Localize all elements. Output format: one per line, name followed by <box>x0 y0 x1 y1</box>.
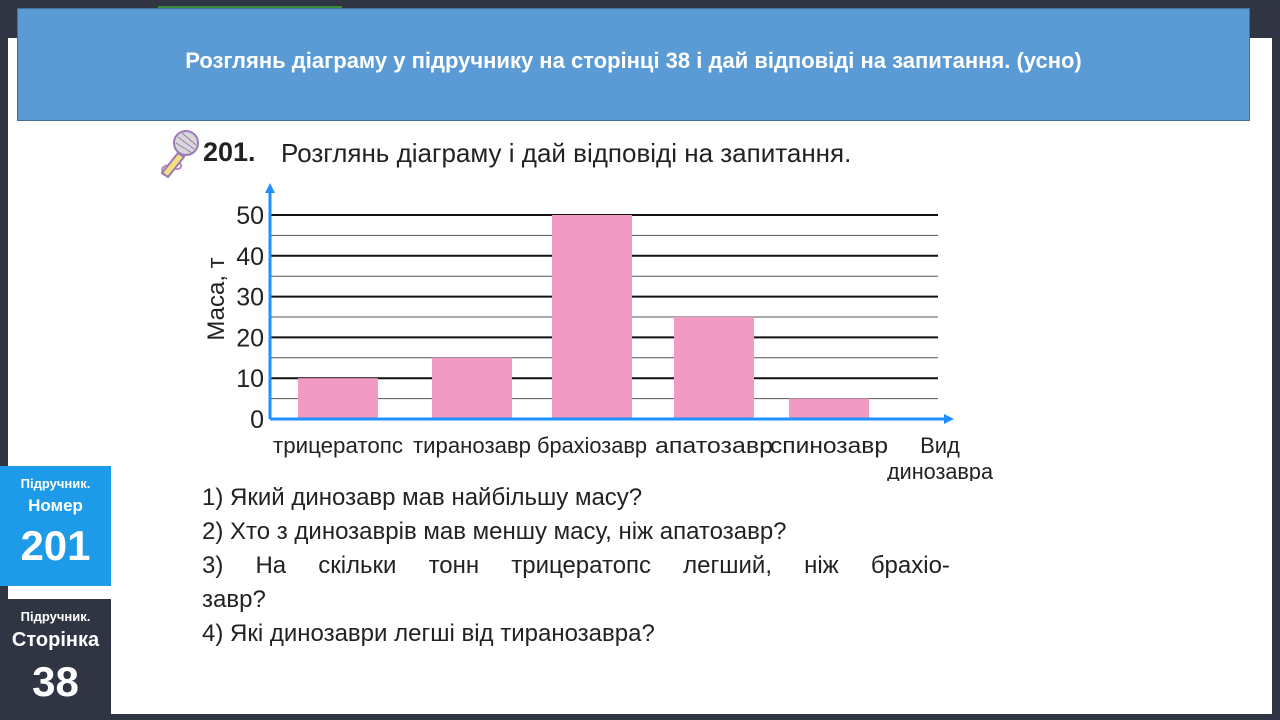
x-tick-label: трицератопс <box>273 433 403 458</box>
textbook-number-badge: Підручник. Номер 201 <box>0 466 111 586</box>
question-2: 2) Хто з динозаврів мав меншу масу, ніж … <box>202 518 787 545</box>
microphone-icon <box>160 130 199 179</box>
bar-трицератопс <box>298 378 378 419</box>
x-axis-arrow-icon <box>944 414 954 424</box>
question-3-word: 3) <box>202 552 224 579</box>
question-3-word: легший, <box>683 552 772 579</box>
bar-брахіозавр <box>552 215 632 419</box>
y-tick-label: 40 <box>236 243 264 271</box>
questions-list: 1) Який динозавр мав найбільшу масу? 2) … <box>202 481 962 651</box>
y-axis-title: Маса, т <box>203 257 230 340</box>
x-tick-label: спинозавр <box>770 433 888 458</box>
question-4: 4) Які динозаври легші від тиранозавра? <box>202 620 655 647</box>
badge-number-sub: Номер <box>28 496 83 515</box>
question-3-word: скільки <box>318 552 397 579</box>
badge-page-value: 38 <box>32 658 79 705</box>
question-1: 1) Який динозавр мав найбільшу масу? <box>202 484 643 511</box>
task-number: 201. <box>203 137 256 167</box>
y-tick-label: 0 <box>250 406 264 434</box>
x-tick-label: апатозавр <box>655 433 773 458</box>
question-3-continuation: завр? <box>202 586 266 613</box>
badge-page-sub: Сторінка <box>11 629 100 651</box>
dinosaur-mass-chart: 0 10 20 30 40 50 трицератопс тиранозавр брахіоза… <box>203 183 994 481</box>
y-tick-label: 50 <box>236 202 264 230</box>
x-axis-title-line-1: Вид <box>920 433 960 458</box>
x-tick-label: тиранозавр <box>413 433 531 458</box>
question-3-word: тонн <box>428 552 480 579</box>
y-axis-arrow-icon <box>265 183 275 193</box>
question-3-word: На <box>255 552 287 579</box>
question-3-word: брахіо- <box>870 552 950 579</box>
question-3-word: ніж <box>804 552 839 579</box>
bar-тиранозавр <box>432 357 512 419</box>
y-tick-label: 20 <box>236 324 264 352</box>
question-3: 3) На скільки тонн трицератопс легший, ніж брах… <box>202 549 950 583</box>
bar-апатозавр <box>674 317 754 419</box>
bar-спинозавр <box>789 398 869 419</box>
x-axis-title-line-2: динозавра <box>887 459 994 481</box>
question-3-word: трицератопс <box>511 552 652 579</box>
task-line: 201. Розглянь діаграму і дай відповіді н… <box>154 123 994 187</box>
badge-number-value: 201 <box>20 522 91 569</box>
header-banner: Розглянь діаграму у підручнику на сторін… <box>17 8 1250 121</box>
header-title: Розглянь діаграму у підручнику на сторін… <box>185 47 1082 73</box>
task-text: Розглянь діаграму і дай відповіді на зап… <box>281 138 852 168</box>
badge-page-label: Підручник. <box>20 609 91 624</box>
textbook-scan: 201. Розглянь діаграму і дай відповіді н… <box>152 121 1002 666</box>
y-tick-label: 30 <box>236 284 264 312</box>
textbook-page-badge: Підручник. Сторінка 38 <box>0 599 111 720</box>
badge-number-label: Підручник. <box>20 476 91 491</box>
x-tick-label: брахіозавр <box>537 433 647 458</box>
y-tick-label: 10 <box>236 365 264 393</box>
